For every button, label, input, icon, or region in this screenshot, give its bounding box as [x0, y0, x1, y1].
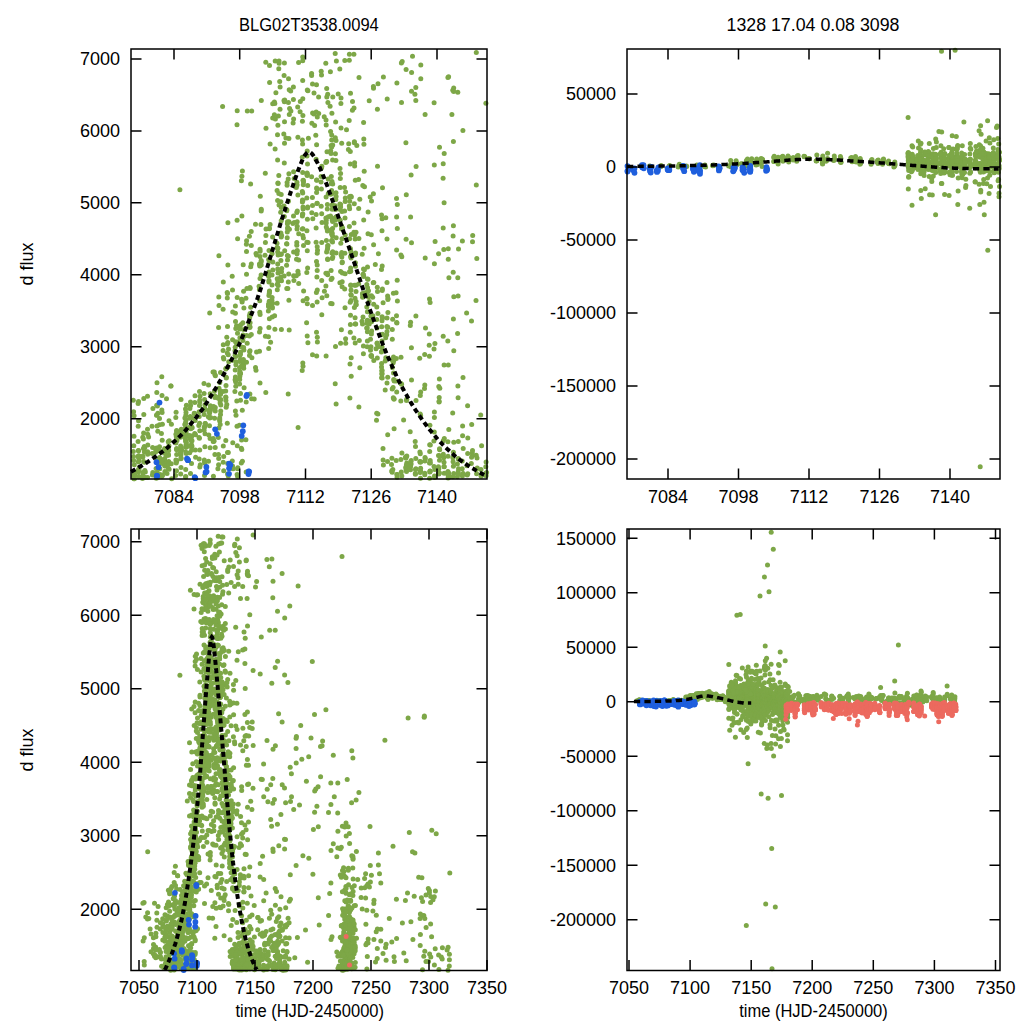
svg-text:7126: 7126 [351, 487, 391, 507]
svg-text:100000: 100000 [556, 583, 616, 603]
svg-text:7050: 7050 [119, 978, 159, 998]
svg-text:7140: 7140 [417, 487, 457, 507]
svg-text:7200: 7200 [792, 978, 832, 998]
svg-text:7100: 7100 [670, 978, 710, 998]
svg-text:-50000: -50000 [560, 230, 616, 250]
svg-text:7084: 7084 [648, 487, 688, 507]
svg-text:-200000: -200000 [550, 910, 616, 930]
svg-text:7150: 7150 [731, 978, 771, 998]
svg-text:7000: 7000 [80, 532, 120, 552]
svg-text:7050: 7050 [609, 978, 649, 998]
svg-text:-150000: -150000 [550, 856, 616, 876]
svg-text:5000: 5000 [80, 193, 120, 213]
svg-text:5000: 5000 [80, 679, 120, 699]
svg-text:d flux: d flux [17, 728, 37, 771]
svg-text:7112: 7112 [790, 487, 829, 507]
svg-text:7350: 7350 [975, 978, 1015, 998]
svg-text:-100000: -100000 [550, 303, 616, 323]
svg-text:7112: 7112 [286, 487, 325, 507]
svg-text:d flux: d flux [17, 242, 37, 285]
svg-text:0: 0 [606, 157, 616, 177]
svg-text:4000: 4000 [80, 753, 120, 773]
svg-text:50000: 50000 [566, 84, 616, 104]
svg-text:6000: 6000 [80, 121, 120, 141]
svg-text:7000: 7000 [80, 49, 120, 69]
svg-text:time (HJD-2450000): time (HJD-2450000) [235, 1001, 384, 1021]
svg-text:3000: 3000 [80, 337, 120, 357]
svg-text:7100: 7100 [177, 978, 217, 998]
svg-text:0: 0 [606, 692, 616, 712]
svg-text:7250: 7250 [351, 978, 391, 998]
svg-text:7200: 7200 [293, 978, 333, 998]
svg-text:-100000: -100000 [550, 801, 616, 821]
svg-text:7084: 7084 [154, 487, 194, 507]
svg-text:7140: 7140 [930, 487, 970, 507]
svg-text:3000: 3000 [80, 826, 120, 846]
svg-text:BLG02T3538.0094: BLG02T3538.0094 [239, 15, 379, 35]
svg-text:time (HJD-2450000): time (HJD-2450000) [739, 1001, 888, 1021]
svg-text:50000: 50000 [566, 638, 616, 658]
svg-text:7126: 7126 [859, 487, 899, 507]
svg-text:7098: 7098 [220, 487, 260, 507]
svg-text:150000: 150000 [556, 529, 616, 549]
svg-text:2000: 2000 [80, 409, 120, 429]
svg-text:7350: 7350 [467, 978, 507, 998]
svg-text:7150: 7150 [235, 978, 275, 998]
svg-text:4000: 4000 [80, 265, 120, 285]
svg-text:-200000: -200000 [550, 449, 616, 469]
svg-text:7250: 7250 [853, 978, 893, 998]
svg-text:6000: 6000 [80, 606, 120, 626]
svg-text:2000: 2000 [80, 900, 120, 920]
svg-text:7300: 7300 [914, 978, 954, 998]
svg-text:-150000: -150000 [550, 376, 616, 396]
svg-text:-50000: -50000 [560, 747, 616, 767]
svg-text:7098: 7098 [718, 487, 758, 507]
svg-text:1328 17.04 0.08 3098: 1328 17.04 0.08 3098 [727, 15, 900, 35]
svg-text:7300: 7300 [409, 978, 449, 998]
